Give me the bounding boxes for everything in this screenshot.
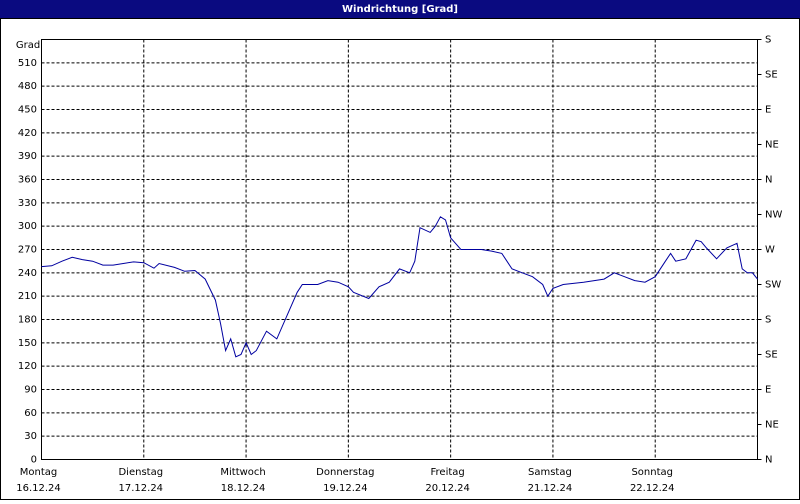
x-tick-date: 16.12.24 (16, 483, 61, 494)
x-tick-date: 20.12.24 (425, 483, 470, 494)
y-tick-label: 450 (18, 105, 37, 116)
y-axis-label: Grad (16, 40, 40, 51)
y2-tick-label: NW (765, 210, 782, 221)
y-tick-label: 300 (18, 221, 37, 232)
y-tick-label: 30 (24, 431, 37, 442)
y2-tick-label: SW (765, 280, 781, 291)
y-tick-label: 330 (18, 198, 37, 209)
y2-tick-label: N (765, 175, 772, 186)
y2-tick-label: E (765, 385, 771, 396)
x-tick-label: Donnerstag (316, 467, 374, 478)
y-tick-label: 240 (18, 268, 37, 279)
y2-tick-label: SE (765, 70, 778, 81)
y2-tick-label: SE (765, 350, 778, 361)
y-tick-label: 210 (18, 291, 37, 302)
x-tick-label: Dienstag (118, 467, 163, 478)
x-tick-label: Sonntag (631, 467, 673, 478)
x-tick-date: 18.12.24 (221, 483, 266, 494)
y-tick-label: 390 (18, 151, 37, 162)
y-tick-label: 420 (18, 128, 37, 139)
y2-tick-label: W (765, 245, 775, 256)
y2-tick-label: S (765, 315, 771, 326)
y-tick-label: 360 (18, 175, 37, 186)
y-tick-label: 120 (18, 361, 37, 372)
y2-tick-label: NE (765, 140, 779, 151)
x-tick-label: Freitag (431, 467, 465, 478)
x-tick-date: 21.12.24 (528, 483, 573, 494)
y2-tick-label: N (765, 455, 772, 466)
x-tick-date: 22.12.24 (630, 483, 675, 494)
chart-title: Windrichtung [Grad] (342, 4, 458, 15)
data-line (41, 216, 758, 358)
y-tick-label: 270 (18, 245, 37, 256)
y2-tick-label: NE (765, 420, 779, 431)
y-tick-label: 150 (18, 338, 37, 349)
title-bar (0, 0, 800, 18)
y-tick-label: 60 (24, 408, 37, 419)
y-tick-label: 510 (18, 58, 37, 69)
x-tick-date: 19.12.24 (323, 483, 368, 494)
x-tick-label: Samstag (528, 467, 572, 478)
y2-tick-label: E (765, 105, 771, 116)
x-tick-label: Mittwoch (220, 467, 265, 478)
y-tick-label: 90 (24, 385, 37, 396)
y2-tick-label: S (765, 35, 771, 46)
x-tick-date: 17.12.24 (119, 483, 164, 494)
y-tick-label: 480 (18, 81, 37, 92)
x-tick-label: Montag (20, 467, 57, 478)
y-tick-label: 180 (18, 315, 37, 326)
y-tick-label: 0 (31, 455, 37, 466)
